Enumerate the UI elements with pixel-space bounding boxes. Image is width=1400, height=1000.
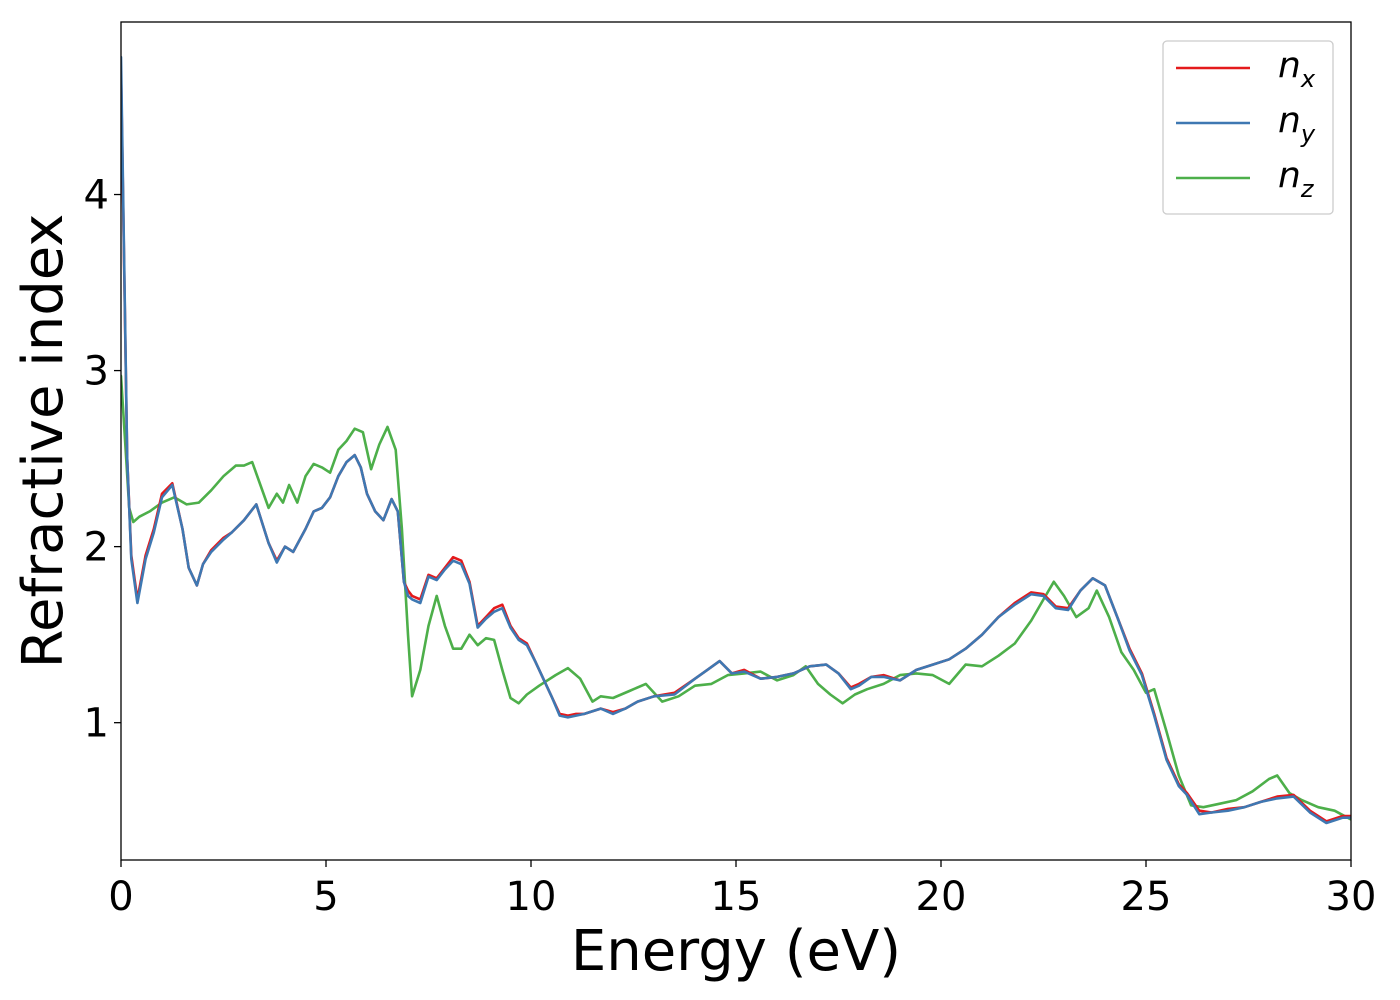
x-tick-label: 25 [1121,874,1172,920]
x-tick-label: 10 [506,874,557,920]
y-tick-label: 2 [84,525,109,571]
series-line-z [121,374,1351,821]
legend-label-x: nx [1278,45,1316,93]
x-tick-label: 30 [1326,874,1377,920]
x-axis: 0 5 10 15 20 25 30 [108,860,1376,920]
x-tick-label: 5 [313,874,338,920]
y-tick-label: 1 [84,701,109,747]
y-tick-label: 3 [84,349,109,395]
legend-box [1162,40,1334,215]
x-tick-label: 15 [711,874,762,920]
legend-label-y: ny [1278,100,1316,148]
x-tick-label: 20 [916,874,967,920]
series-line-y [121,55,1351,825]
x-axis-title: Energy (eV) [571,919,901,984]
y-axis-title: Refractive index [11,214,76,669]
y-axis: 1 2 3 4 [84,173,121,747]
legend: nx ny nz [1162,40,1334,215]
series-layer [121,55,1351,825]
x-tick-label: 0 [108,874,133,920]
legend-label-z: nz [1278,155,1315,203]
y-tick-label: 4 [84,173,109,219]
